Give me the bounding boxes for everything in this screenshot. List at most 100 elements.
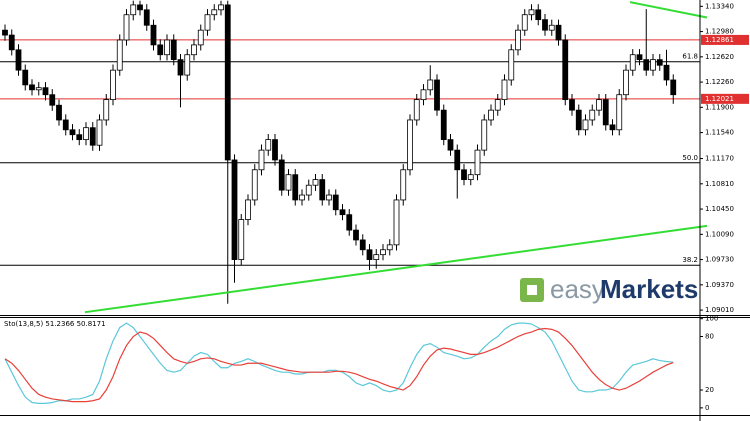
candle-body: [332, 194, 339, 211]
indicator-title: Sto(13,8,5) 51.2366 50.8171: [4, 320, 106, 328]
candle-body: [83, 127, 89, 141]
candle-body: [461, 169, 467, 180]
logo-mark-inner: [527, 285, 537, 295]
candle-body: [434, 79, 440, 111]
y-tick-label: 1.13340: [705, 2, 734, 10]
candle-body: [535, 9, 542, 21]
candle-body: [42, 87, 49, 96]
candle-body: [211, 9, 218, 16]
level-label: 38.2: [682, 256, 698, 264]
level-label: 61.8: [682, 53, 698, 61]
watermark-markets: Markets: [600, 274, 698, 304]
candle-body: [616, 94, 623, 131]
candle-body: [636, 54, 643, 61]
candle-body: [380, 249, 386, 256]
candle-body: [623, 69, 629, 96]
candle-body: [474, 149, 481, 176]
candle-body: [305, 184, 312, 196]
y-tick-label: 1.10810: [705, 180, 734, 188]
candle-body: [366, 249, 373, 260]
candle-body: [393, 199, 400, 246]
candle-body: [488, 109, 494, 121]
y-tick-label: 1.09010: [705, 306, 734, 314]
y-tick-label: 1.12260: [705, 78, 734, 86]
candle-body: [8, 34, 15, 51]
candle-body: [312, 179, 319, 186]
candle-body: [137, 4, 143, 11]
level-label-box: [701, 93, 749, 104]
candle-body: [231, 159, 238, 260]
candle-body: [407, 119, 413, 171]
candle-body: [177, 59, 184, 76]
watermark: easy Markets: [520, 274, 698, 304]
candle-body: [110, 69, 116, 101]
candle-body: [89, 127, 96, 146]
trendline: [629, 1, 708, 19]
candle-body: [555, 24, 562, 41]
candle-body: [359, 239, 366, 251]
y-tick-label: 1.11540: [705, 129, 734, 137]
level-label-box: [701, 34, 749, 45]
candle-body: [238, 219, 245, 260]
candle-body: [96, 119, 103, 146]
candle-body: [346, 214, 353, 231]
candle-body: [251, 169, 258, 201]
candle-body: [164, 39, 170, 56]
plot-area: 61.8 50.0 38.2: [0, 0, 708, 314]
candle-body: [501, 79, 508, 101]
candle-body: [629, 54, 636, 71]
y-tick-label: 80: [705, 333, 714, 341]
candle-body: [197, 29, 204, 46]
candle-body: [29, 84, 35, 91]
candle-body: [170, 39, 177, 61]
candle-body: [116, 39, 123, 71]
y-tick-label: 1.10090: [705, 230, 734, 238]
candle-body: [596, 99, 602, 111]
candle-body: [386, 244, 393, 251]
candle-body: [157, 44, 164, 56]
candle-body: [521, 14, 528, 31]
candle-body: [515, 29, 521, 51]
candle-body: [62, 119, 69, 131]
candle-body: [427, 79, 434, 91]
y-tick-label: 1.11170: [705, 155, 734, 163]
candle-body: [400, 169, 407, 201]
candle-body: [609, 124, 616, 131]
y-tick-label: 1.09730: [705, 256, 734, 264]
candle-body: [575, 109, 582, 131]
candle-body: [440, 109, 447, 141]
candle-body: [258, 149, 265, 171]
candle-body: [353, 229, 359, 241]
candle-body: [191, 44, 197, 56]
candle-body: [548, 24, 555, 31]
candle-body: [542, 19, 548, 31]
candle-body: [656, 59, 663, 66]
candle-body: [562, 39, 569, 101]
candle-body: [569, 99, 575, 111]
level-label: 50.0: [682, 154, 698, 162]
candle-body: [76, 134, 83, 141]
candle-body: [319, 179, 326, 201]
candle-body: [184, 54, 191, 76]
candle-body: [130, 4, 137, 16]
watermark-easy: easy: [550, 274, 605, 304]
y-tick-label: 1.11900: [705, 103, 734, 111]
candle-body: [204, 14, 211, 31]
candle-body: [2, 29, 8, 36]
candle-body: [643, 59, 650, 71]
candle-body: [582, 119, 589, 131]
candle-body: [447, 139, 454, 151]
candle-body: [285, 174, 292, 191]
candle-body: [339, 209, 346, 216]
candle-body: [481, 119, 488, 151]
candle-body: [56, 104, 62, 121]
y-tick-label: 0: [705, 404, 709, 412]
candle-body: [292, 174, 299, 201]
candle-body: [278, 159, 285, 191]
y-tick-label: 1.10450: [705, 205, 734, 213]
candle-body: [299, 194, 305, 201]
candle-body: [467, 174, 474, 180]
candle-body: [123, 14, 130, 41]
